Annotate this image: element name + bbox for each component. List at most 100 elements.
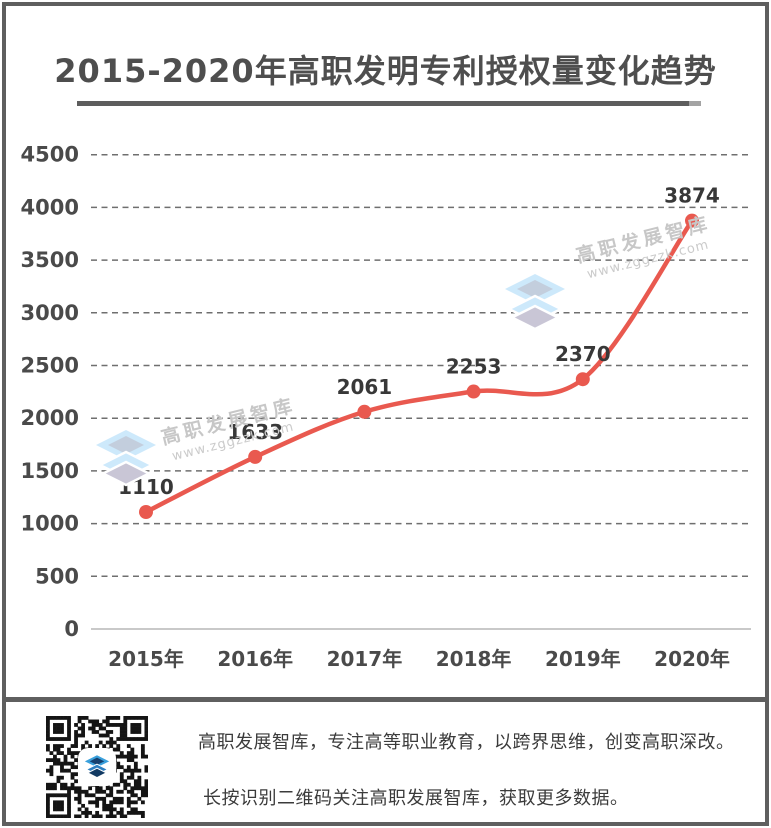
qr-module: [105, 803, 110, 808]
qr-module: [119, 723, 124, 727]
qr-module: [109, 814, 114, 819]
qr-module: [88, 726, 93, 731]
qr-module: [74, 814, 78, 819]
footer-text: 高职发展智库，专注高等职业教育，以跨界思维，创变高职深改。 长按识别二维码关注高…: [198, 728, 735, 810]
qr-module: [102, 726, 107, 731]
qr-module: [53, 803, 57, 808]
qr-module: [53, 800, 57, 805]
qr-module: [46, 747, 50, 752]
qr-module: [70, 765, 75, 770]
qr-module: [130, 775, 135, 780]
qr-module: [140, 754, 145, 759]
qr-module: [126, 803, 131, 808]
qr-module: [56, 814, 61, 819]
qr-module: [123, 733, 128, 738]
qr-module: [95, 803, 100, 808]
qr-module: [102, 800, 107, 805]
qr-module: [112, 747, 117, 752]
qr-module: [53, 761, 57, 766]
qr-module: [60, 744, 64, 748]
qr-module: [95, 744, 100, 748]
qr-module: [53, 814, 57, 819]
qr-module: [126, 716, 131, 720]
qr-module: [133, 793, 138, 798]
qr-module: [56, 793, 61, 798]
qr-module: [130, 716, 135, 720]
qr-module: [60, 726, 64, 731]
qr-module: [53, 754, 57, 759]
qr-module: [91, 723, 96, 727]
qr-module: [84, 747, 89, 752]
qr-module: [109, 793, 114, 798]
qr-module: [105, 716, 110, 720]
qr-module: [109, 730, 114, 734]
qr-module: [140, 747, 145, 752]
footer-cta: 长按识别二维码关注高职发展智库，获取更多数据。: [203, 788, 629, 809]
qr-module: [81, 716, 85, 720]
qr-module: [67, 768, 71, 773]
qr-module: [67, 786, 71, 791]
qr-module: [56, 803, 61, 808]
page-title: 2015-2020年高职发明专利授权量变化趋势: [54, 52, 717, 90]
qr-module: [60, 768, 64, 773]
qr-module: [109, 786, 114, 791]
qr-module: [60, 730, 64, 734]
qr-module: [105, 723, 110, 727]
qr-module: [60, 800, 64, 805]
qr-module: [77, 789, 82, 794]
qr-module: [123, 726, 128, 731]
data-point-label: 2061: [337, 375, 393, 399]
qr-module: [56, 761, 61, 766]
qr-module: [119, 737, 124, 741]
qr-module: [144, 754, 149, 759]
qr-module: [137, 716, 142, 720]
qr-module: [116, 800, 121, 805]
qr-module: [63, 761, 68, 766]
qr-module: [56, 744, 61, 748]
qr-module: [126, 765, 131, 770]
qr-module: [49, 737, 54, 741]
qr-module: [77, 733, 82, 738]
qr-module: [137, 779, 142, 784]
qr-module: [46, 723, 50, 727]
qr-module: [112, 782, 117, 787]
qr-module: [130, 768, 135, 773]
qr-module: [137, 768, 142, 773]
qr-module: [112, 740, 117, 745]
qr-module: [130, 793, 135, 798]
qr-module: [95, 747, 100, 752]
qr-module: [140, 751, 145, 755]
qr-module: [130, 807, 135, 812]
qr-module: [53, 807, 57, 812]
qr-module: [67, 716, 71, 720]
qr-module: [102, 789, 107, 794]
qr-module: [46, 737, 50, 741]
qr-module: [144, 779, 149, 784]
qr-module: [137, 782, 142, 787]
qr-module: [112, 814, 117, 819]
qr-module: [95, 723, 100, 727]
qr-module: [119, 796, 124, 801]
qr-module: [46, 793, 50, 798]
qr-module: [109, 737, 114, 741]
qr-module: [126, 775, 131, 780]
qr-module: [116, 737, 121, 741]
qr-module: [105, 782, 110, 787]
qr-module: [105, 719, 110, 724]
qr-module: [133, 761, 138, 766]
qr-module: [46, 786, 50, 791]
qr-module: [130, 730, 135, 734]
qr-module: [63, 758, 68, 763]
qr-module: [63, 793, 68, 798]
qr-module: [133, 723, 138, 727]
qr-module: [49, 716, 54, 720]
qr-module: [46, 782, 50, 787]
qr-module: [67, 793, 71, 798]
qr-module: [130, 751, 135, 755]
qr-module: [95, 810, 100, 815]
data-point: [575, 372, 590, 387]
qr-module: [56, 730, 61, 734]
qr-module: [74, 751, 78, 755]
qr-module: [144, 726, 149, 731]
qr-module: [77, 807, 82, 812]
